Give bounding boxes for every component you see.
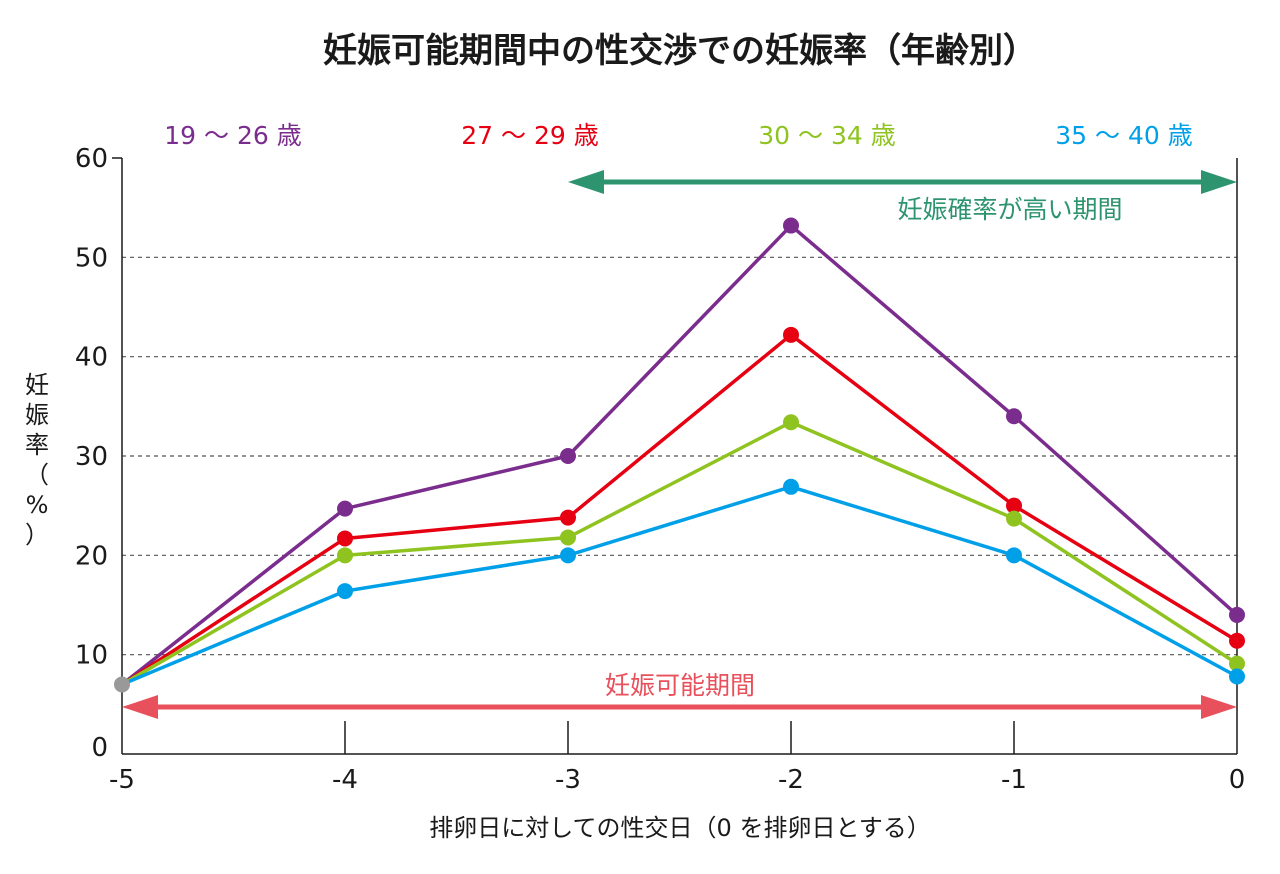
chart-title: 妊娠可能期間中の性交渉での妊娠率（年齢別） [323,31,1037,71]
data-point [560,448,576,464]
y-axis-label-char: （ [25,461,49,489]
high-probability-label: 妊娠確率が高い期間 [897,195,1122,224]
series-line-1 [121,333,1238,686]
x-tick-label: -5 [109,765,135,795]
data-point [1229,668,1245,685]
tick-labels: 0 10 20 30 40 50 60 -5 -4 -3 -2 -1 0 [75,144,1245,795]
data-point [337,547,353,564]
fertile-window-arrow-head-left [122,695,158,719]
legend: 19 〜 26 歳 27 〜 29 歳 30 〜 34 歳 35 〜 40 歳 [164,121,1192,150]
data-point [1006,497,1022,514]
x-tick-label: -2 [778,765,804,795]
series-lines [114,217,1245,693]
series-line-2 [121,420,1238,686]
y-axis-label-char: % [26,491,49,519]
data-point [337,500,353,517]
y-tick-label: 10 [75,641,108,671]
y-axis-label-char: 娠 [25,401,49,429]
data-point [783,217,799,234]
legend-item: 35 〜 40 歳 [1055,121,1192,150]
data-point [1229,606,1245,623]
data-point [783,414,799,431]
data-point [337,530,353,547]
y-axis-label: 妊娠率（%） [25,371,49,549]
y-tick-label: 20 [75,541,108,571]
x-tick-label: 0 [1229,765,1246,795]
data-point [783,326,799,343]
x-axis-label: 排卵日に対しての性交日（0 を排卵日とする） [429,814,930,842]
x-tick-label: -3 [555,765,581,795]
data-point [560,529,576,546]
data-point [1006,547,1022,564]
data-point [337,583,353,600]
data-point [1229,632,1245,649]
gridlines [122,256,1237,656]
fertile-window-arrow [122,695,1237,719]
axes [112,157,1238,755]
high-probability-arrow-head-right [1201,170,1237,194]
data-point [1229,655,1245,672]
y-tick-label: 30 [75,442,108,472]
legend-item: 27 〜 29 歳 [461,121,598,150]
series-line-3 [121,485,1238,687]
legend-item: 19 〜 26 歳 [164,121,301,150]
x-tick-label: -4 [332,765,358,795]
data-point [1006,408,1022,425]
y-axis-label-char: 率 [25,431,49,459]
high-probability-arrow [568,170,1237,194]
fertile-window-arrow-head-right [1201,695,1237,719]
x-tick-label: -1 [1001,765,1027,795]
high-probability-arrow-head-left [568,170,604,194]
series-line-0 [120,223,1239,686]
y-tick-label: 60 [75,144,108,174]
fertile-window-label: 妊娠可能期間 [605,671,755,700]
y-tick-label: 0 [91,733,108,763]
data-point [783,478,799,495]
y-tick-label: 40 [75,343,108,373]
data-point [560,547,576,564]
legend-item: 30 〜 34 歳 [758,121,895,150]
y-axis-label-char: 妊 [25,371,49,399]
y-axis-label-char: ） [25,521,49,549]
start-data-point [114,676,130,693]
data-point [560,509,576,526]
data-point [1006,510,1022,527]
y-tick-label: 50 [75,243,108,273]
